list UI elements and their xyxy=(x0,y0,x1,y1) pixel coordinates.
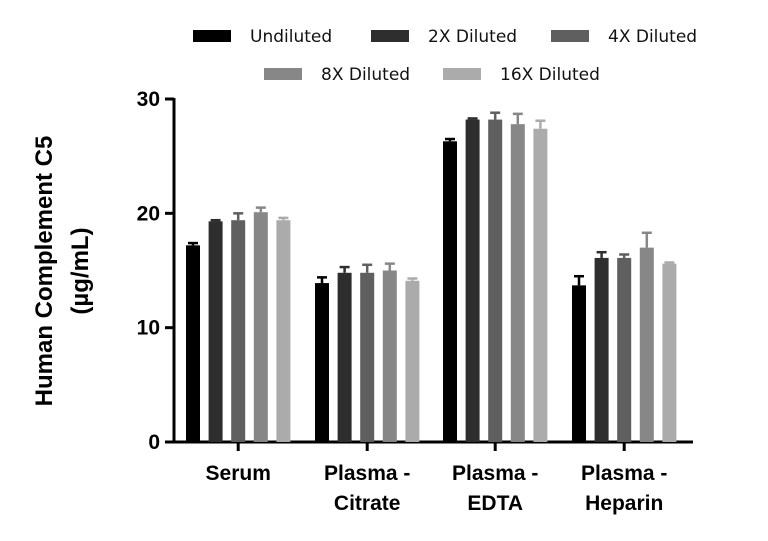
legend-label: 4X Diluted xyxy=(608,27,697,47)
bar xyxy=(572,285,586,442)
legend-swatch xyxy=(264,68,302,80)
y-tick-label: 20 xyxy=(137,202,160,225)
bar xyxy=(533,128,548,442)
legend-swatch xyxy=(551,30,589,42)
bar xyxy=(360,272,375,442)
x-tick-label: Citrate xyxy=(334,492,401,515)
y-axis-title-line: Human Complement C5 xyxy=(31,136,58,407)
x-tick-label: Heparin xyxy=(585,492,663,515)
legend-item: 8X Diluted xyxy=(264,65,410,85)
bar xyxy=(208,221,223,442)
y-axis-label: Human Complement C5 (µg/mL) xyxy=(31,136,94,407)
bar xyxy=(253,212,268,442)
legend-swatch xyxy=(193,30,231,42)
bar xyxy=(662,263,677,442)
legend-label: 16X Diluted xyxy=(500,65,600,85)
legend-label: 2X Diluted xyxy=(428,27,517,47)
bar xyxy=(382,270,397,442)
bar xyxy=(186,245,200,442)
bar xyxy=(488,119,503,442)
legend-label: 8X Diluted xyxy=(321,65,410,85)
y-axis-title-line: (µg/mL) xyxy=(67,227,94,314)
x-tick-label: EDTA xyxy=(467,492,523,515)
bar xyxy=(315,283,329,442)
bar xyxy=(231,220,246,442)
legend-swatch xyxy=(371,30,409,42)
x-tick-label: Plasma - xyxy=(324,462,410,485)
bar xyxy=(337,272,352,442)
y-tick-label: 10 xyxy=(137,317,160,340)
y-axis-title: Human Complement C5 (µg/mL) xyxy=(31,136,94,407)
x-tick-label: Plasma - xyxy=(452,462,538,485)
legend-item: 16X Diluted xyxy=(443,65,600,85)
bar xyxy=(405,280,420,442)
bar xyxy=(510,124,525,443)
bar xyxy=(639,247,654,442)
bar xyxy=(465,119,480,442)
x-tick-label: Plasma - xyxy=(581,462,667,485)
bar xyxy=(617,257,632,442)
y-tick-label: 0 xyxy=(148,431,160,454)
legend-swatch xyxy=(443,68,481,80)
legend-label: Undiluted xyxy=(250,27,332,47)
bar xyxy=(443,141,457,442)
bars xyxy=(186,111,677,443)
x-tick-label: Serum xyxy=(206,462,271,485)
legend-item: Undiluted xyxy=(193,27,332,47)
legend-item: 4X Diluted xyxy=(551,27,697,47)
bar xyxy=(276,220,291,442)
bar xyxy=(594,257,609,442)
x-axis: Serum Plasma - Citrate Plasma - EDTA Plasma -… xyxy=(172,440,693,515)
y-axis: 0 10 20 30 xyxy=(137,88,176,454)
legend: Undiluted 2X Diluted 4X Diluted 8X Diluted 1… xyxy=(193,27,697,85)
y-tick-label: 30 xyxy=(137,88,160,111)
legend-item: 2X Diluted xyxy=(371,27,517,47)
